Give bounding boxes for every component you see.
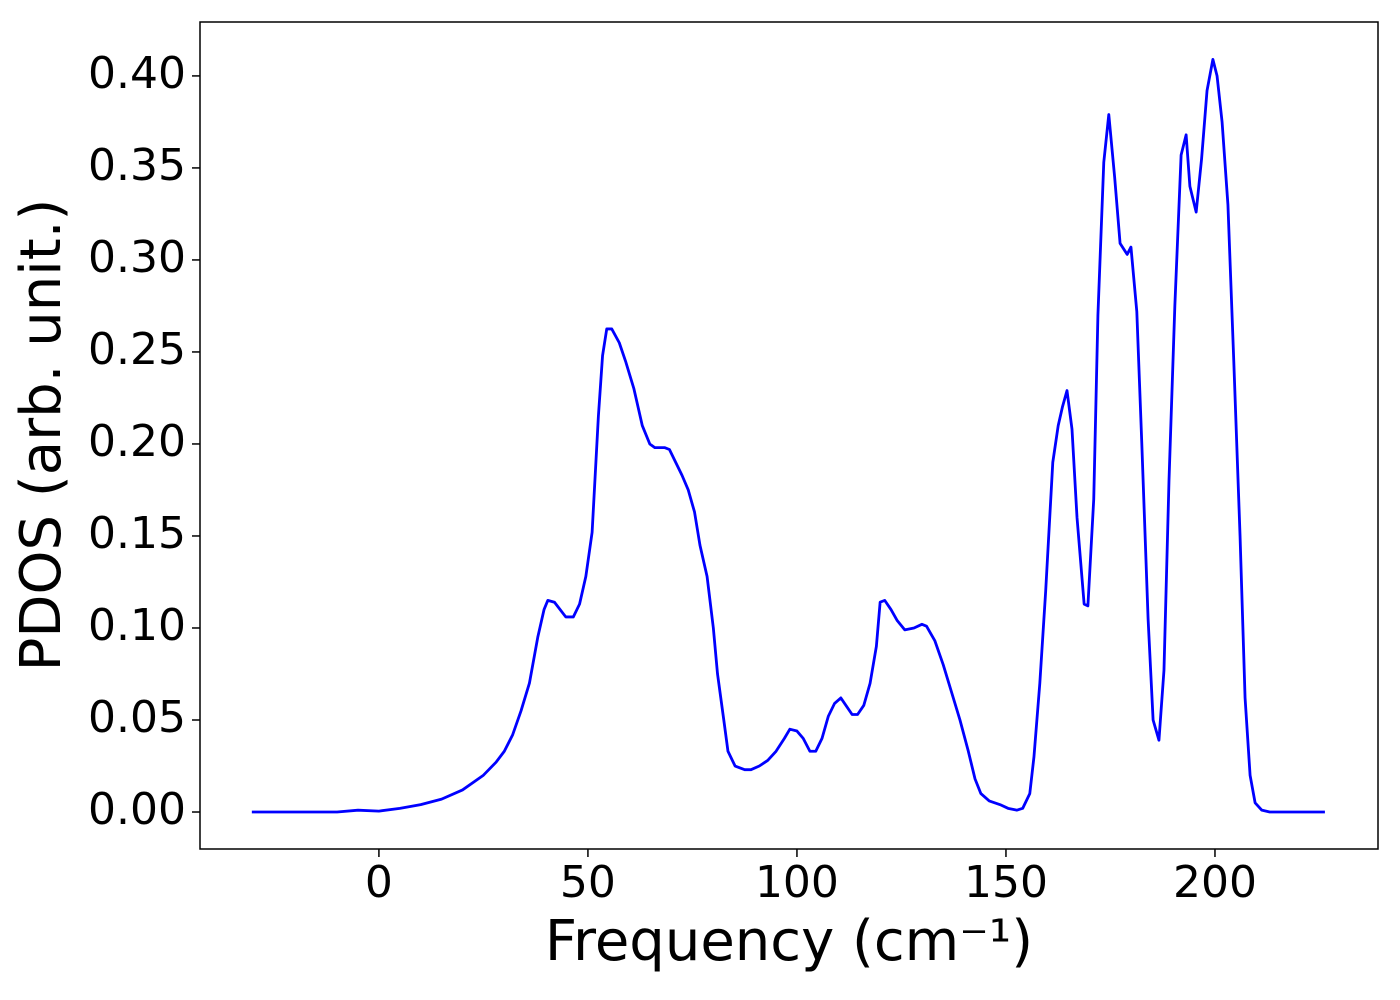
y-tick-label: 0.30 (88, 232, 186, 283)
y-tick-label: 0.40 (88, 48, 186, 99)
x-tick-label: 0 (365, 857, 393, 908)
plot-frame (199, 21, 1379, 850)
x-tick-label: 50 (560, 857, 616, 908)
y-tick-label: 0.20 (88, 416, 186, 467)
y-tick-label: 0.15 (88, 508, 186, 559)
y-tick-label: 0.05 (88, 692, 186, 743)
data-line (251, 57, 1325, 814)
y-tick-label: 0.10 (88, 600, 186, 651)
y-axis-label: PDOS (arb. unit.) (9, 199, 74, 672)
y-tick-label: 0.35 (88, 140, 186, 191)
x-tick-label: 100 (755, 857, 839, 908)
x-axis-label: Frequency (cm⁻¹) (545, 909, 1033, 974)
x-tick-label: 150 (964, 857, 1048, 908)
y-tick-label: 0.00 (88, 784, 186, 835)
y-tick-label: 0.25 (88, 324, 186, 375)
x-tick-label: 200 (1173, 857, 1257, 908)
